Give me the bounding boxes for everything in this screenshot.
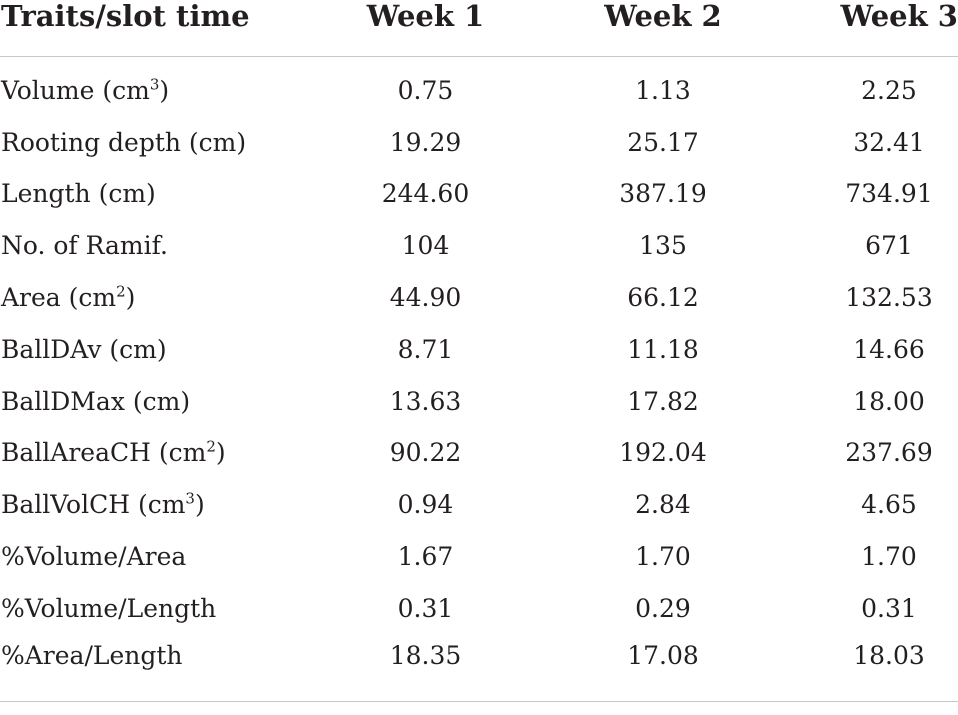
trait-name: BallVolCH (cm [1, 490, 186, 520]
trait-name: No. of Ramif. [1, 231, 168, 261]
week-2-value: 17.82 [627, 386, 699, 416]
trait-name: %Area/Length [1, 640, 183, 670]
table-row: Rooting depth (cm) 19.29 25.17 32.41 [0, 117, 958, 169]
trait-name: Area (cm [1, 283, 117, 313]
table-row: No. of Ramif. 104 135 671 [0, 220, 958, 272]
trait-name: BallDMax (cm) [1, 386, 191, 416]
table-row: %Volume/Length 0.31 0.29 0.31 [0, 583, 958, 635]
header-week-3: Week 3 [778, 0, 958, 57]
trait-name: Rooting depth (cm) [1, 127, 247, 157]
trait-name-tail: ) [215, 438, 226, 468]
trait-name: Volume (cm [1, 75, 150, 105]
week-2-value: 192.04 [619, 438, 707, 468]
header-week-1: Week 1 [303, 0, 548, 57]
week-2-value: 0.29 [635, 593, 691, 623]
week-1-value: 0.75 [397, 75, 454, 105]
trait-name: %Volume/Area [1, 542, 187, 572]
trait-name: BallAreaCH (cm [1, 438, 207, 468]
week-3-value: 1.70 [861, 542, 917, 572]
table-row: BallDMax (cm) 13.63 17.82 18.00 [0, 376, 958, 428]
week-2-value: 11.18 [627, 334, 699, 364]
week-2-value: 25.17 [627, 127, 699, 157]
week-1-value: 18.35 [303, 634, 548, 702]
week-1-value: 104 [401, 231, 450, 261]
week-1-value: 244.60 [381, 179, 470, 209]
week-3-value: 18.03 [778, 634, 958, 702]
table-row: BallVolCH (cm3) 0.94 2.84 4.65 [0, 479, 958, 531]
table-body: Volume (cm3) 0.75 1.13 2.25 Rooting depth (c… [0, 57, 958, 702]
week-3-value: 14.66 [853, 334, 925, 364]
trait-label: %Volume/Area [0, 531, 303, 583]
trait-name-tail: ) [159, 75, 170, 105]
unit-exponent: 2 [116, 282, 126, 301]
unit-exponent: 3 [185, 489, 195, 508]
trait-label: Rooting depth (cm) [0, 117, 303, 169]
table-row: Area (cm2) 44.90 66.12 132.53 [0, 272, 958, 324]
trait-name-tail: ) [194, 490, 205, 520]
week-3-value: 237.69 [845, 438, 933, 468]
trait-label: BallVolCH (cm3) [0, 479, 303, 531]
trait-label: Area (cm2) [0, 272, 303, 324]
table-header: Traits/slot time Week 1 Week 2 Week 3 [0, 0, 958, 57]
week-1-value: 0.94 [397, 490, 454, 520]
week-3-value: 18.00 [853, 386, 925, 416]
table-row: %Area/Length 18.35 17.08 18.03 [0, 634, 958, 702]
week-1-value: 1.67 [397, 542, 454, 572]
week-3-value: 32.41 [853, 127, 925, 157]
table-row: Length (cm) 244.60 387.19 734.91 [0, 169, 958, 221]
table-row: BallAreaCH (cm2) 90.22 192.04 237.69 [0, 428, 958, 480]
header-traits: Traits/slot time [0, 0, 303, 57]
header-row: Traits/slot time Week 1 Week 2 Week 3 [0, 0, 958, 57]
week-2-value: 387.19 [619, 179, 707, 209]
trait-name: BallDAv (cm) [1, 334, 167, 364]
week-3-value: 4.65 [861, 490, 917, 520]
week-3-value: 2.25 [861, 75, 917, 105]
trait-label: BallDMax (cm) [0, 376, 303, 428]
trait-label: BallDAv (cm) [0, 324, 303, 376]
trait-name: %Volume/Length [1, 593, 217, 623]
trait-label: %Volume/Length [0, 583, 303, 635]
week-2-value: 1.70 [635, 542, 691, 572]
week-3-value: 0.31 [861, 593, 917, 623]
week-1-value: 0.31 [397, 593, 454, 623]
trait-label: Volume (cm3) [0, 57, 303, 117]
week-1-value: 19.29 [389, 127, 462, 157]
week-3-value: 734.91 [845, 179, 933, 209]
week-1-value: 8.71 [397, 334, 454, 364]
week-2-value: 2.84 [635, 490, 691, 520]
week-1-value: 13.63 [389, 386, 462, 416]
week-2-value: 17.08 [548, 634, 778, 702]
trait-label: Length (cm) [0, 169, 303, 221]
table-row: %Volume/Area 1.67 1.70 1.70 [0, 531, 958, 583]
trait-label: BallAreaCH (cm2) [0, 428, 303, 480]
trait-label: No. of Ramif. [0, 220, 303, 272]
week-1-value: 90.22 [389, 438, 462, 468]
unit-exponent: 3 [149, 75, 160, 94]
week-1-value: 44.90 [389, 283, 462, 313]
week-2-value: 66.12 [627, 283, 699, 313]
trait-name: Length (cm) [1, 179, 156, 209]
unit-exponent: 2 [206, 438, 216, 457]
trait-name-tail: ) [125, 283, 136, 313]
trait-label: %Area/Length [0, 634, 303, 702]
week-3-value: 132.53 [845, 283, 933, 313]
header-week-2: Week 2 [548, 0, 778, 57]
week-2-value: 135 [639, 231, 687, 261]
week-3-value: 671 [865, 231, 913, 261]
table-row: BallDAv (cm) 8.71 11.18 14.66 [0, 324, 958, 376]
week-2-value: 1.13 [635, 75, 691, 105]
table-row: Volume (cm3) 0.75 1.13 2.25 [0, 57, 958, 117]
